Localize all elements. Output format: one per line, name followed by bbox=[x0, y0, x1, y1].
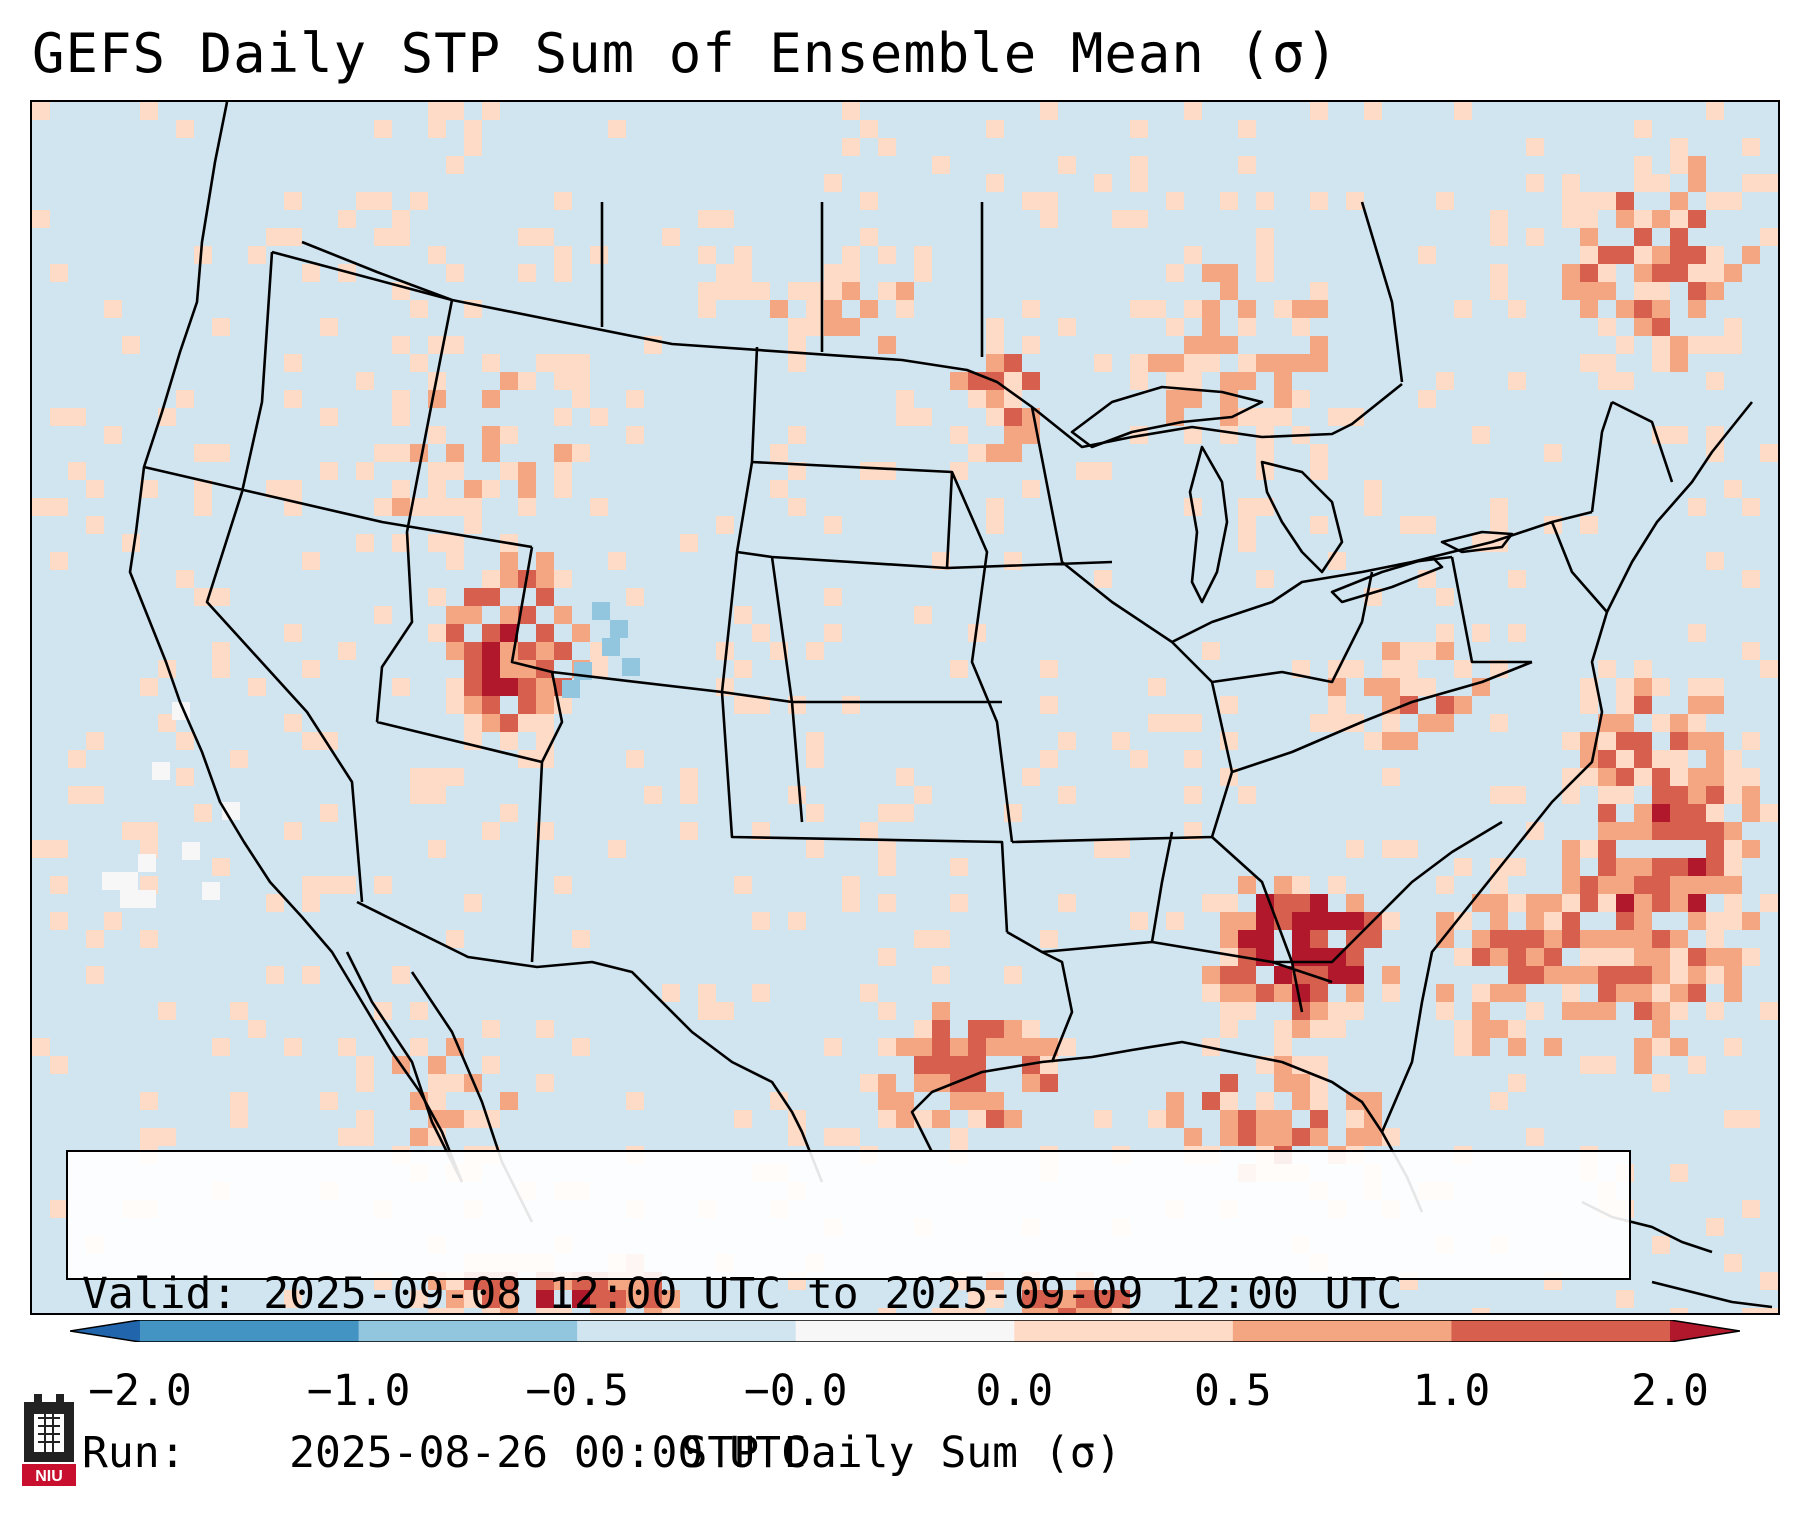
valid-row: Valid: 2025-09-08 12:00 UTC to 2025-09-0… bbox=[82, 1268, 1615, 1321]
neutral-cells bbox=[102, 702, 240, 908]
map-canvas bbox=[32, 102, 1778, 1313]
colorbar-tick: 0.5 bbox=[1194, 1366, 1272, 1416]
colorbar-segment bbox=[1232, 1320, 1452, 1342]
colorbar-tick: −2.0 bbox=[88, 1366, 192, 1416]
anomaly-cells bbox=[32, 102, 1778, 1313]
chart-title: GEFS Daily STP Sum of Ensemble Mean (σ) bbox=[32, 22, 1339, 85]
colorbar-segment bbox=[1451, 1320, 1671, 1342]
run-value: 2025-08-26 00:00 UTC bbox=[289, 1428, 807, 1478]
colorbar-segment bbox=[140, 1320, 360, 1342]
lake-superior bbox=[1070, 385, 1264, 449]
run-label: Run: bbox=[82, 1428, 186, 1478]
valid-value: 2025-09-08 12:00 UTC to 2025-09-09 12:00… bbox=[263, 1269, 1403, 1319]
canada-lines bbox=[600, 201, 1404, 383]
colorbar-segment bbox=[795, 1320, 1015, 1342]
colorbar-tick: −0.0 bbox=[743, 1366, 848, 1416]
colorbar-segment bbox=[1014, 1320, 1234, 1342]
lake-ontario bbox=[1440, 530, 1514, 554]
west-coastline bbox=[128, 102, 464, 1183]
colorbar-tick: 0.0 bbox=[975, 1366, 1054, 1416]
gulf-coastline bbox=[910, 1040, 1424, 1213]
map-panel bbox=[30, 100, 1780, 1315]
lake-erie bbox=[1330, 555, 1444, 604]
border-mexico bbox=[356, 900, 824, 1183]
border-canada bbox=[271, 250, 1403, 449]
niu-logo: NIU bbox=[22, 1394, 76, 1486]
colorbar-ticks: −2.0 −1.0 −0.5 −0.0 0.0 0.5 1.0 2.0 bbox=[0, 1366, 1803, 1416]
map-outlines bbox=[128, 102, 1773, 1309]
colorbar-label: STP Daily Sum (σ) bbox=[681, 1428, 1122, 1478]
colorbar-tick: 2.0 bbox=[1631, 1366, 1709, 1416]
east-coastline bbox=[1380, 401, 1754, 1133]
colorbar-extend-high bbox=[1670, 1320, 1740, 1342]
valid-label: Valid: bbox=[82, 1269, 238, 1319]
valid-run-box: Valid: 2025-09-08 12:00 UTC to 2025-09-0… bbox=[66, 1150, 1631, 1478]
run-row: Run: 2025-08-26 00:00 UTC bbox=[82, 1427, 1615, 1480]
colorbar-tick: −0.5 bbox=[525, 1366, 629, 1416]
colorbar bbox=[70, 1320, 1740, 1342]
lake-huron bbox=[1260, 460, 1344, 574]
colorbar-tick: −1.0 bbox=[306, 1366, 411, 1416]
logo-text: NIU bbox=[35, 1468, 63, 1485]
lake-michigan bbox=[1188, 445, 1229, 604]
colorbar-segment bbox=[577, 1320, 797, 1342]
colorbar-extend-low bbox=[70, 1320, 140, 1342]
colorbar-tick: 1.0 bbox=[1412, 1366, 1491, 1416]
state-lines bbox=[143, 240, 1674, 1063]
colorbar-segment bbox=[358, 1320, 578, 1342]
